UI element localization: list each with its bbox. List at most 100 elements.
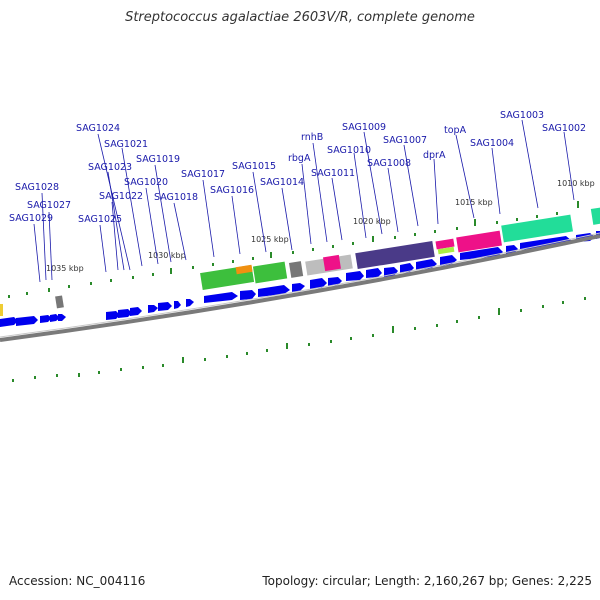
feature-teal xyxy=(501,214,573,243)
tick xyxy=(372,236,374,242)
cds-arrow xyxy=(0,317,18,327)
inner-tick-row xyxy=(12,297,586,382)
feature-yellow xyxy=(0,304,3,316)
forward-cds-arrows xyxy=(0,231,600,327)
feature-magenta xyxy=(435,238,455,250)
tick xyxy=(98,371,100,374)
tick xyxy=(456,320,458,323)
feature-grey xyxy=(288,261,304,278)
cds-arrow xyxy=(460,247,503,260)
gene-label-rnhb: rnhB xyxy=(301,132,323,143)
gene-label-sag1022: SAG1022 xyxy=(99,191,143,202)
tick xyxy=(394,236,396,239)
tick xyxy=(434,230,436,233)
tick xyxy=(110,279,112,282)
gene-label-sag1020: SAG1020 xyxy=(124,177,168,188)
tick xyxy=(496,221,498,224)
tick xyxy=(330,340,332,343)
kbp-label-1025: 1025 kbp xyxy=(251,235,289,244)
tick xyxy=(142,366,144,369)
tick xyxy=(252,257,254,260)
backbone-highlight xyxy=(0,232,600,338)
kbp-label-1010: 1010 kbp xyxy=(557,179,595,188)
gene-label-sag1010: SAG1010 xyxy=(327,145,371,156)
tick xyxy=(478,316,480,319)
kbp-label-1015: 1015 kbp xyxy=(455,198,493,207)
kbp-label-1035: 1035 kbp xyxy=(46,264,84,273)
gene-label-sag1023: SAG1023 xyxy=(88,162,132,173)
cds-arrow xyxy=(204,292,238,303)
tick xyxy=(332,245,334,248)
gene-label-dpra: dprA xyxy=(423,150,446,161)
cds-arrow xyxy=(40,315,52,323)
gene-label-sag1011: SAG1011 xyxy=(311,168,355,179)
gene-label-sag1008: SAG1008 xyxy=(367,158,411,169)
genome-summary: Topology: circular; Length: 2,160,267 bp… xyxy=(262,574,592,588)
gene-label-sag1009: SAG1009 xyxy=(342,122,386,133)
cds-arrow xyxy=(130,307,142,316)
tick xyxy=(308,343,310,346)
gene-label-sag1018: SAG1018 xyxy=(154,192,198,203)
map-title: Streptococcus agalactiae 2603V/R, comple… xyxy=(125,10,475,25)
gene-label-sag1027: SAG1027 xyxy=(27,200,71,211)
tick xyxy=(286,343,288,349)
kbp-label-1030: 1030 kbp xyxy=(148,251,186,260)
tick xyxy=(350,337,352,340)
gene-label-sag1024: SAG1024 xyxy=(76,123,120,134)
cds-arrow xyxy=(346,271,364,281)
feature-green xyxy=(252,261,288,284)
tick xyxy=(12,379,14,382)
gene-label-sag1017: SAG1017 xyxy=(181,169,225,180)
cds-arrow xyxy=(186,299,194,307)
gene-label-sag1015: SAG1015 xyxy=(232,161,276,172)
cds-arrow xyxy=(174,301,181,309)
gene-label-sag1019: SAG1019 xyxy=(136,154,180,165)
tick xyxy=(414,327,416,330)
feature-grey xyxy=(55,295,64,309)
tick xyxy=(132,276,134,279)
tick xyxy=(372,334,374,337)
cds-arrow xyxy=(148,305,158,313)
tick xyxy=(436,324,438,327)
gene-label-sag1016: SAG1016 xyxy=(210,185,254,196)
gene-label-sag1021: SAG1021 xyxy=(104,139,148,150)
feature-lime xyxy=(437,246,455,255)
cds-arrow xyxy=(106,311,120,320)
tick xyxy=(266,349,268,352)
tick xyxy=(8,295,10,298)
cds-arrow xyxy=(118,309,132,318)
genome-backbone xyxy=(0,234,600,342)
tick xyxy=(56,374,58,377)
accession-label: Accession: NC_004116 xyxy=(9,574,146,588)
tick xyxy=(232,260,234,263)
gene-labels: SAG1029 SAG1027 SAG1028 SAG1025 SAG1022 … xyxy=(9,110,586,225)
tick xyxy=(498,308,500,315)
gene-label-sag1003: SAG1003 xyxy=(500,110,544,121)
feature-teal xyxy=(590,207,600,225)
tick xyxy=(162,364,164,367)
tick xyxy=(68,285,70,288)
gene-label-topa: topA xyxy=(444,125,467,136)
tick xyxy=(270,252,272,258)
tick xyxy=(414,233,416,236)
tick xyxy=(182,357,184,363)
tick xyxy=(292,251,294,254)
tick xyxy=(474,219,476,226)
gene-label-sag1002: SAG1002 xyxy=(542,123,586,134)
kbp-labels: 1010 kbp 1015 kbp 1020 kbp 1025 kbp 1030… xyxy=(46,179,595,273)
tick xyxy=(204,358,206,361)
tick xyxy=(312,248,314,251)
cds-arrow xyxy=(310,278,327,289)
tick xyxy=(352,242,354,245)
tick xyxy=(392,326,394,333)
gene-label-sag1029: SAG1029 xyxy=(9,213,53,224)
tick xyxy=(246,352,248,355)
tick xyxy=(226,355,228,358)
gene-label-sag1014: SAG1014 xyxy=(260,177,304,188)
gene-label-sag1007: SAG1007 xyxy=(383,135,427,146)
tick xyxy=(536,215,538,218)
tick xyxy=(90,282,92,285)
tick xyxy=(78,373,80,377)
tick xyxy=(34,376,36,379)
